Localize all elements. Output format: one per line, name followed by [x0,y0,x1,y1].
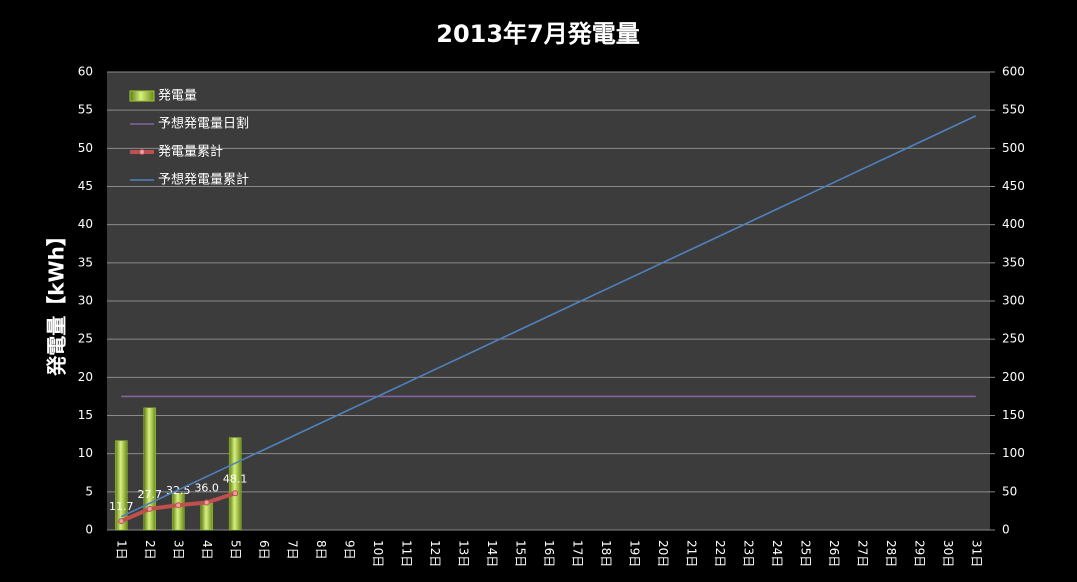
bar [200,503,213,531]
x-tick-label: 26日 [827,540,841,567]
x-tick-label: 20日 [656,540,670,567]
y2-tick-label: 100 [1002,446,1025,460]
line [120,115,977,518]
x-tick-label: 8日 [314,540,328,560]
data-label: 11.7 [109,500,134,513]
y-tick-label: 0 [85,523,93,537]
x-tick-label: 25日 [798,540,812,567]
y-tick-label: 60 [78,65,93,79]
y2-tick-label: 150 [1002,408,1025,422]
y-tick-label: 5 [85,484,93,498]
legend-label: 予想発電量日割 [158,116,249,132]
y2-tick-label: 500 [1002,141,1025,155]
chart-title: 2013年7月発電量 [436,20,640,48]
marker [203,499,210,506]
y2-tick-label: 350 [1002,255,1025,269]
marker [118,518,125,525]
x-tick-label: 21日 [684,540,698,567]
x-tick-label: 10日 [371,540,385,567]
x-tick-label: 30日 [941,540,955,567]
data-label: 48.1 [223,472,248,485]
x-tick-label: 22日 [713,540,727,567]
x-tick-label: 29日 [912,540,926,567]
y2-tick-label: 250 [1002,332,1025,346]
bar [228,437,242,531]
bar [143,407,156,531]
x-tick-label: 5日 [229,540,243,560]
x-tick-label: 27日 [855,540,869,567]
y-tick-label: 30 [78,294,93,308]
y-tick-label: 55 [78,103,93,117]
x-tick-label: 18日 [599,540,613,567]
x-tick-label: 12日 [428,540,442,567]
marker [146,505,153,512]
x-tick-label: 13日 [457,540,471,567]
x-tick-label: 11日 [400,540,414,567]
x-tick-label: 14日 [485,540,499,567]
x-tick-label: 19日 [627,540,641,567]
x-tick-label: 3日 [172,540,186,560]
y-tick-label: 50 [78,141,93,155]
y2-tick-label: 450 [1002,179,1025,193]
y2-tick-label: 50 [1002,484,1017,498]
y2-tick-label: 0 [1002,523,1010,537]
data-label: 27.7 [137,488,162,501]
x-tick-label: 4日 [200,540,214,560]
legend-swatch [129,90,155,102]
x-tick-label: 24日 [770,540,784,567]
x-tick-label: 9日 [343,540,357,560]
x-tick-label: 31日 [969,540,983,567]
y-tick-label: 40 [78,217,93,231]
y2-tick-label: 300 [1002,294,1025,308]
bar [114,440,128,531]
y2-tick-label: 400 [1002,217,1025,231]
x-tick-label: 23日 [741,540,755,567]
x-tick-label: 16日 [542,540,556,567]
x-tick-label: 7日 [286,540,300,560]
marker [232,490,239,497]
y-tick-label: 35 [78,255,93,269]
legend-label: 発電量累計 [158,144,223,160]
data-label: 36.0 [194,482,219,495]
y-tick-label: 10 [78,446,93,460]
x-tick-label: 2日 [143,540,157,560]
x-tick-label: 17日 [570,540,584,567]
y2-tick-label: 550 [1002,103,1025,117]
legend-label: 予想発電量累計 [158,172,249,188]
x-tick-label: 15日 [514,540,528,567]
y-tick-label: 20 [78,370,93,384]
y-tick-label: 15 [78,408,93,422]
bar [171,493,185,531]
legend-label: 発電量 [158,89,197,104]
x-tick-label: 6日 [257,540,271,560]
legend-marker [139,149,145,155]
x-tick-label: 28日 [884,540,898,567]
y-tick-label: 25 [78,332,93,346]
x-tick-label: 1日 [115,540,129,560]
y-axis-title: 発電量【kWh】 [45,226,69,377]
marker [175,502,182,509]
y2-tick-label: 200 [1002,370,1025,384]
y-tick-label: 45 [78,179,93,193]
y2-tick-label: 600 [1002,65,1025,79]
